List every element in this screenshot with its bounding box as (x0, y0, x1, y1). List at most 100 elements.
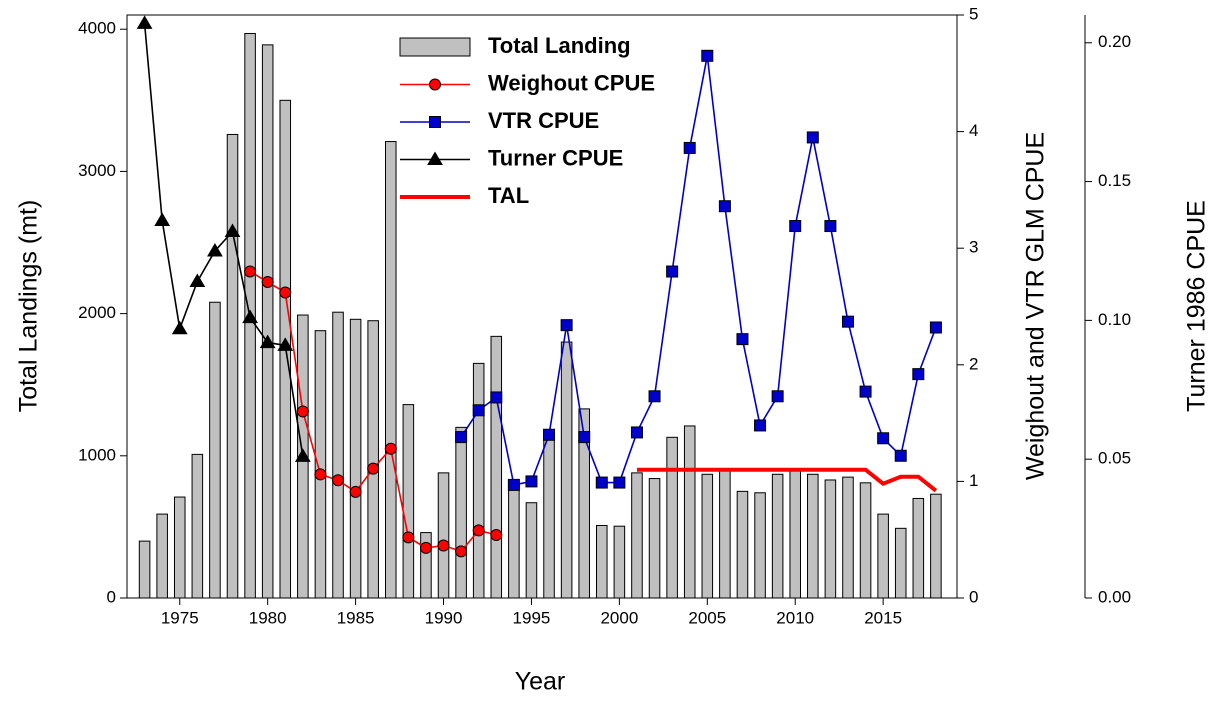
bar (683, 425, 696, 599)
bar (666, 436, 678, 599)
bar (156, 513, 168, 599)
bar (824, 479, 837, 599)
bar (894, 527, 907, 599)
y2-tick-label: 4 (969, 121, 978, 140)
bar (209, 301, 221, 599)
y2-tick-label: 3 (969, 238, 978, 257)
point (806, 131, 819, 144)
bar (560, 341, 573, 599)
bar (754, 492, 766, 599)
y2-axis-title: Weighout and VTR GLM CPUE (1022, 132, 1050, 480)
bar (455, 426, 467, 599)
point (771, 390, 784, 403)
bar (930, 493, 942, 599)
legend-marker (427, 151, 443, 165)
point (419, 541, 432, 554)
bar (613, 525, 626, 599)
legend-swatch (399, 37, 471, 57)
bar (631, 472, 643, 599)
point (472, 404, 485, 417)
legend-label: Turner CPUE (488, 145, 623, 170)
point (437, 539, 450, 552)
point (402, 531, 415, 544)
point (189, 273, 206, 288)
point (314, 468, 327, 481)
x-tick-label: 1990 (425, 608, 463, 627)
point (736, 333, 749, 346)
point (630, 426, 643, 439)
point (894, 449, 907, 462)
point (824, 220, 837, 233)
legend-marker (429, 78, 441, 91)
point (683, 141, 696, 154)
x-tick-label: 2010 (776, 608, 814, 627)
y-tick-label: 4000 (78, 19, 116, 38)
bar (596, 524, 608, 599)
point (154, 212, 171, 226)
bar (384, 141, 397, 599)
x-tick-label: 1985 (337, 608, 375, 627)
point (244, 265, 257, 278)
legend-marker (429, 116, 441, 128)
y-tick-label: 1000 (78, 445, 116, 464)
point (490, 529, 503, 542)
point (912, 368, 925, 381)
series-line (636, 467, 938, 493)
bar (191, 453, 204, 599)
point (455, 545, 468, 558)
bar (349, 318, 362, 599)
y-tick-label: 2000 (78, 303, 116, 322)
y2-tick-label: 5 (969, 4, 978, 23)
legend-label: TAL (488, 183, 529, 208)
point (841, 315, 854, 328)
x-tick-label: 2015 (864, 608, 902, 627)
bar (472, 362, 485, 599)
bar (490, 335, 503, 599)
point (859, 385, 872, 398)
bar (807, 473, 819, 599)
point (332, 474, 345, 487)
y-tick-label: 0 (107, 587, 116, 606)
point (242, 309, 258, 324)
point (560, 319, 573, 332)
point (296, 405, 309, 418)
point (718, 200, 731, 213)
y3-tick-label: 0.10 (1098, 310, 1131, 329)
point (472, 524, 485, 537)
bar (508, 483, 520, 599)
point (261, 276, 274, 289)
y-axis-title: Total Landings (mt) (15, 200, 43, 413)
bar (701, 473, 714, 599)
point (294, 448, 311, 462)
point (279, 286, 292, 299)
bar (402, 404, 415, 599)
x-tick-label: 1975 (161, 608, 199, 627)
point (525, 475, 538, 488)
bar (789, 469, 801, 599)
bar (332, 311, 344, 599)
point (648, 390, 661, 403)
y3-tick-label: 0.15 (1098, 171, 1131, 190)
point (877, 432, 890, 445)
legend-label: Total Landing (488, 33, 631, 58)
bar (912, 497, 925, 599)
y2-tick-label: 2 (969, 354, 978, 373)
point (259, 334, 276, 349)
point (754, 419, 767, 432)
point (136, 15, 153, 29)
plot-frame (126, 14, 958, 599)
point (490, 391, 503, 404)
point (666, 265, 679, 278)
bar (877, 513, 889, 599)
bar (771, 473, 784, 599)
bar (859, 482, 872, 599)
x-tick-label: 2000 (600, 608, 638, 627)
point (367, 462, 380, 475)
y-tick-label: 3000 (78, 161, 116, 180)
y3-axis-title: Turner 1986 CPUE (1183, 200, 1211, 412)
y2-tick-label: 0 (969, 587, 978, 606)
bar (525, 502, 538, 599)
bar (719, 469, 731, 599)
point (171, 320, 188, 335)
point (349, 485, 362, 498)
